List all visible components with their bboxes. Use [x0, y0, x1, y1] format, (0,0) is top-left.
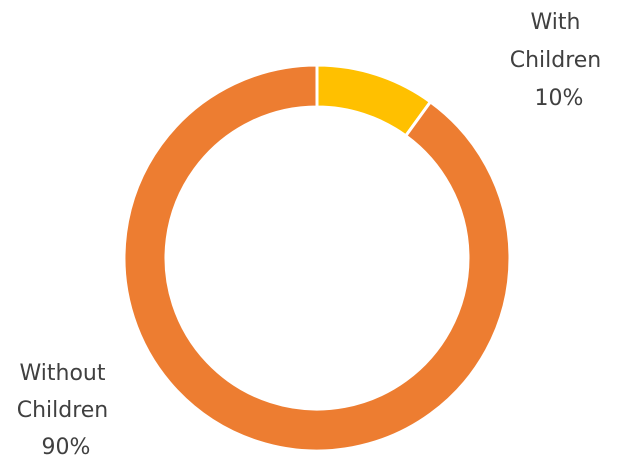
data-label-with-children-value: 10% [535, 86, 584, 111]
data-label-with-children: With Children 10% [510, 10, 609, 111]
data-label-without-children: Without Children 90% [17, 361, 116, 460]
data-label-with-children-line-1: With [531, 10, 581, 35]
donut-slices [122, 63, 512, 453]
donut-slice-without-children [122, 63, 512, 453]
data-label-with-children-line-2: Children [510, 48, 602, 73]
data-label-without-children-value: 90% [42, 435, 91, 460]
data-label-without-children-line-1: Without [20, 361, 106, 386]
data-label-without-children-line-2: Children [17, 398, 109, 423]
